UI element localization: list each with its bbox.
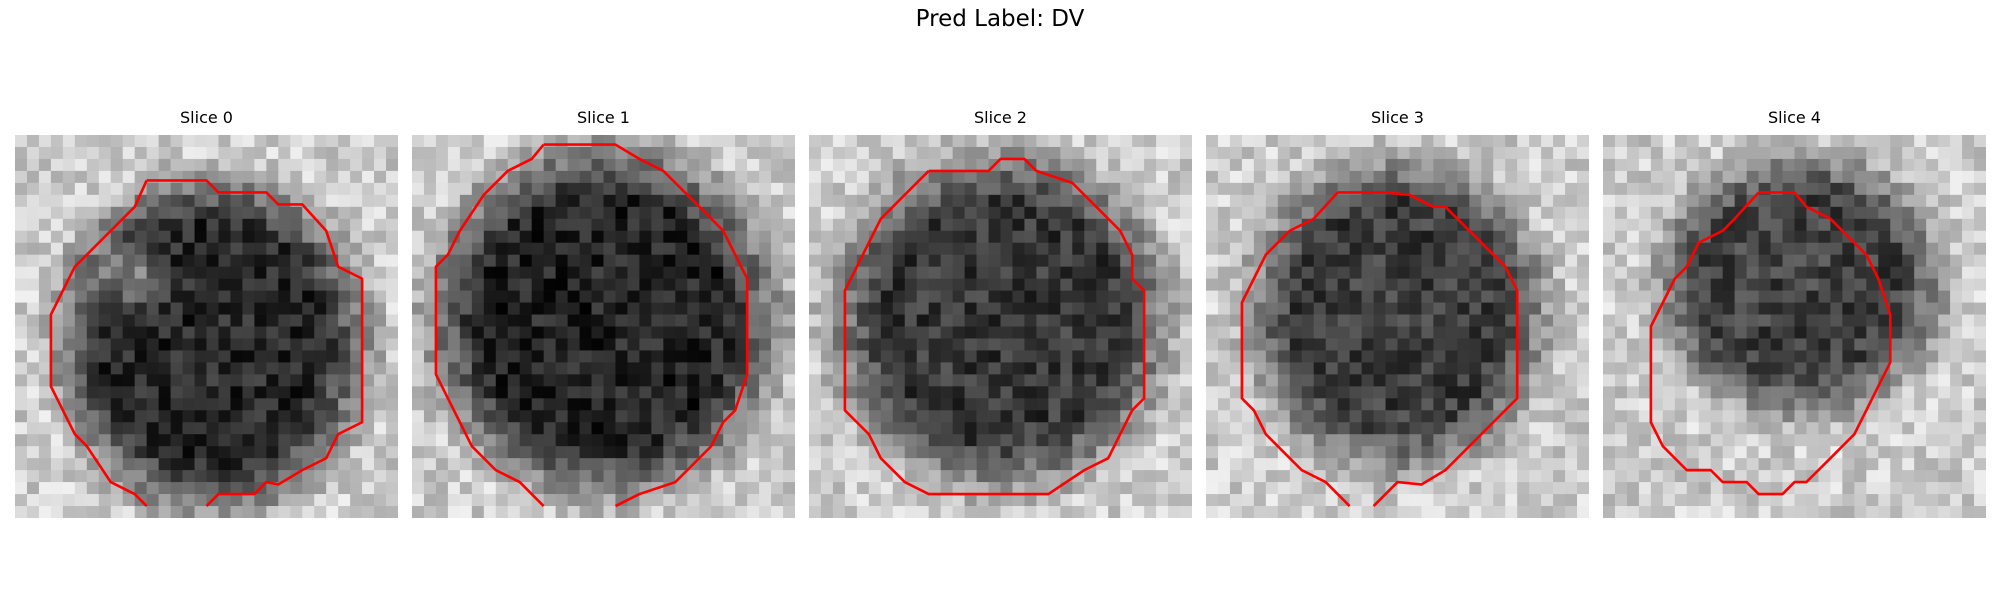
slice-panel-2: Slice 2 xyxy=(809,108,1192,518)
segmentation-contour xyxy=(49,179,364,507)
slice-panel-4: Slice 4 xyxy=(1603,108,1986,518)
slice-image-4 xyxy=(1603,135,1986,518)
segmentation-contour xyxy=(1649,191,1892,496)
figure-title: Pred Label: DV xyxy=(915,6,1085,32)
slice-panel-3: Slice 3 xyxy=(1206,108,1589,518)
slice-image-3 xyxy=(1206,135,1589,518)
slice-title: Slice 4 xyxy=(1768,108,1821,127)
slice-title: Slice 2 xyxy=(974,108,1027,127)
slice-image-2 xyxy=(809,135,1192,518)
slice-title: Slice 0 xyxy=(180,108,233,127)
slice-title: Slice 3 xyxy=(1371,108,1424,127)
slice-image-0 xyxy=(15,135,398,518)
slice-panel-1: Slice 1 xyxy=(412,108,795,518)
segmentation-contour xyxy=(434,143,749,508)
slice-image-1 xyxy=(412,135,795,518)
segmentation-contour xyxy=(843,157,1146,496)
segmentation-contour xyxy=(1240,191,1519,507)
slice-panel-0: Slice 0 xyxy=(15,108,398,518)
slice-title: Slice 1 xyxy=(577,108,630,127)
